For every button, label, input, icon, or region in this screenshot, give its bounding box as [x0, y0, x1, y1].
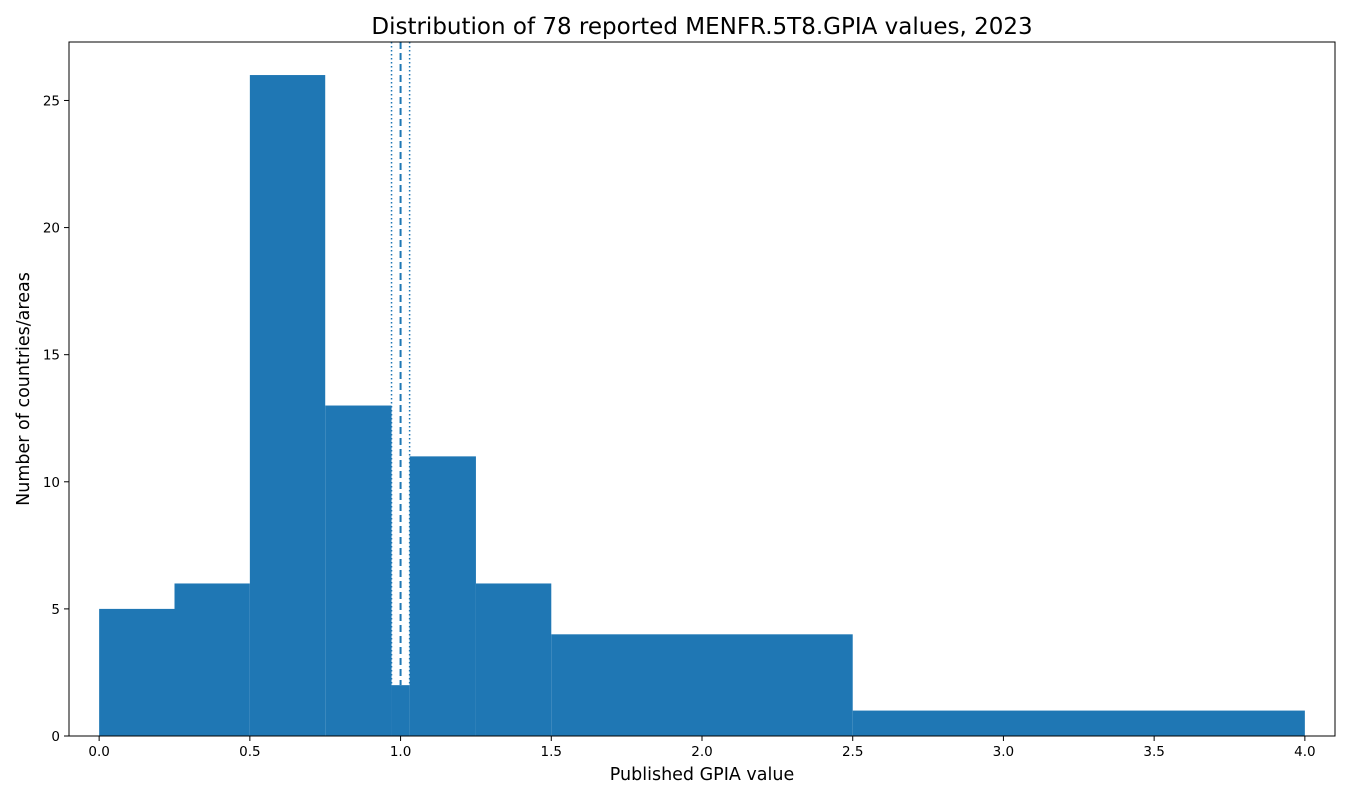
y-tick-label: 15	[43, 348, 60, 364]
y-axis-label: Number of countries/areas	[14, 272, 34, 506]
y-tick-label: 0	[51, 729, 60, 745]
histogram-bar-3	[249, 75, 326, 737]
plot-area	[99, 42, 1305, 737]
x-tick-label: 1.5	[541, 744, 562, 760]
histogram-bar-2	[174, 583, 250, 736]
histogram-bar-6	[409, 456, 476, 736]
y-tick-label: 10	[43, 475, 60, 491]
histogram-bar-8	[551, 634, 853, 736]
y-tick-label: 20	[43, 221, 60, 237]
histogram-bar-1	[99, 608, 175, 736]
y-tick-label: 25	[43, 93, 60, 109]
histogram-bar-7	[475, 583, 552, 736]
chart-title: Distribution of 78 reported MENFR.5T8.GP…	[371, 14, 1032, 40]
x-tick-label: 2.5	[842, 744, 863, 760]
x-axis: 0.0 0.5 1.0 1.5 2.0 2.5 3.0 3.5 4.0	[88, 736, 1316, 760]
x-tick-label: 3.0	[993, 744, 1014, 760]
x-axis-label: Published GPIA value	[610, 765, 794, 785]
histogram-bar-4	[325, 405, 392, 736]
y-axis: 0 5 10 15 20 25	[43, 93, 69, 745]
x-tick-label: 3.5	[1143, 744, 1164, 760]
x-tick-label: 0.0	[88, 744, 109, 760]
x-tick-label: 1.0	[390, 744, 411, 760]
x-tick-label: 4.0	[1294, 744, 1315, 760]
plot-frame	[68, 41, 1336, 737]
x-tick-label: 2.0	[691, 744, 712, 760]
histogram-bar-5	[391, 685, 410, 736]
y-tick-label: 5	[51, 602, 60, 618]
x-tick-label: 0.5	[239, 744, 260, 760]
histogram-bar-9	[852, 710, 1305, 736]
